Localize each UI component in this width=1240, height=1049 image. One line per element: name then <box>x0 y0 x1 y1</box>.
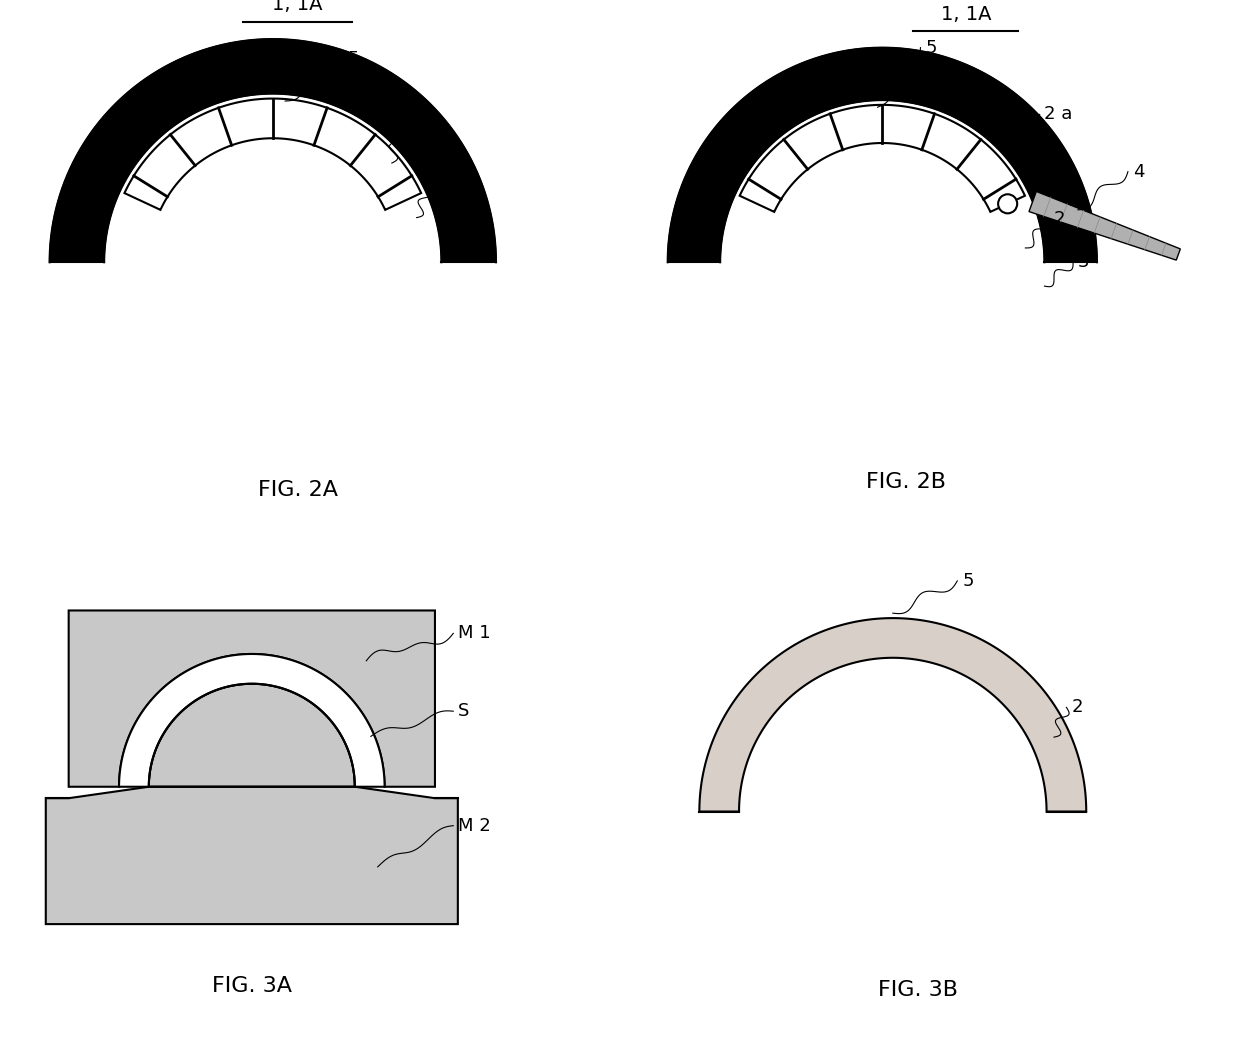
Polygon shape <box>68 611 435 787</box>
Text: 2 a: 2 a <box>1044 105 1073 124</box>
Polygon shape <box>667 47 1097 262</box>
Polygon shape <box>119 654 384 787</box>
Text: 5: 5 <box>347 50 358 68</box>
Text: 5: 5 <box>925 39 936 57</box>
Polygon shape <box>699 618 1086 812</box>
Text: FIG. 2A: FIG. 2A <box>258 480 337 500</box>
Text: FIG. 3A: FIG. 3A <box>212 976 291 996</box>
Polygon shape <box>740 105 1025 212</box>
Polygon shape <box>1029 191 1180 260</box>
Polygon shape <box>46 684 458 924</box>
Text: S: S <box>458 702 469 721</box>
Text: 2: 2 <box>402 122 413 140</box>
Text: 3: 3 <box>1078 253 1090 272</box>
Polygon shape <box>50 39 496 262</box>
Text: 5: 5 <box>962 572 973 590</box>
Text: FIG. 3B: FIG. 3B <box>878 980 957 1000</box>
Text: 4: 4 <box>1132 163 1145 180</box>
Text: 2: 2 <box>1054 211 1065 229</box>
Text: M 1: M 1 <box>458 624 491 642</box>
Text: FIG. 2B: FIG. 2B <box>867 472 946 492</box>
Text: 1, 1A: 1, 1A <box>940 5 991 24</box>
Circle shape <box>998 194 1017 213</box>
Text: M 2: M 2 <box>458 817 491 835</box>
Text: 1, 1A: 1, 1A <box>273 0 322 15</box>
Text: 3: 3 <box>434 178 445 197</box>
Text: 2: 2 <box>1071 699 1083 716</box>
Polygon shape <box>124 99 422 210</box>
